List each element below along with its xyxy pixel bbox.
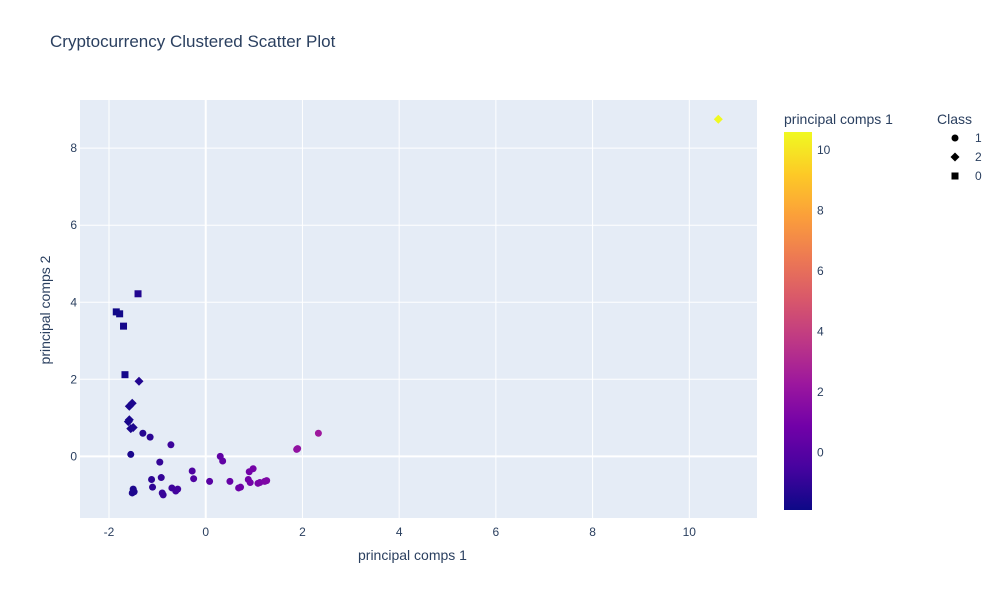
legend-marker [951, 134, 959, 142]
colorbar-title: principal comps 1 [784, 111, 893, 127]
colorbar-tick-label: 8 [817, 204, 824, 218]
data-point [219, 457, 227, 465]
colorbar-tick-label: 10 [817, 143, 831, 157]
data-point [263, 477, 271, 485]
x-axis-title: principal comps 1 [358, 547, 467, 563]
data-point [127, 450, 135, 458]
legend-entry-label[interactable]: 2 [975, 150, 982, 164]
legend-marker [951, 172, 959, 180]
data-point [121, 371, 129, 379]
legend-title: Class [937, 111, 973, 127]
data-point [246, 479, 254, 487]
data-point [149, 483, 157, 491]
data-point [237, 483, 245, 491]
data-point [190, 475, 198, 483]
data-point [167, 441, 175, 449]
y-tick-label: 8 [70, 141, 77, 155]
x-tick-label: 4 [396, 525, 403, 539]
data-point [294, 445, 302, 453]
data-point [139, 429, 147, 437]
data-point [249, 465, 257, 473]
legend-marker [950, 152, 960, 162]
data-point [134, 376, 144, 386]
data-point [128, 422, 138, 432]
data-point [159, 491, 167, 499]
data-point [206, 477, 214, 485]
data-point [713, 114, 723, 124]
y-tick-label: 2 [70, 372, 77, 386]
colorbar-tick-label: 4 [817, 325, 824, 339]
x-tick-label: 8 [589, 525, 596, 539]
colorbar-tick-label: 6 [817, 264, 824, 278]
colorbar [784, 132, 812, 510]
colorbar-tick-label: 0 [817, 446, 824, 460]
data-point [127, 398, 137, 408]
x-tick-label: 10 [683, 525, 697, 539]
x-tick-label: -2 [104, 525, 115, 539]
y-axis-title: principal comps 2 [37, 255, 53, 365]
data-point [134, 290, 142, 298]
data-point [157, 474, 165, 482]
x-tick-label: 2 [299, 525, 306, 539]
x-tick-label: 0 [202, 525, 209, 539]
chart-title: Cryptocurrency Clustered Scatter Plot [50, 32, 336, 51]
data-point [116, 310, 124, 318]
y-tick-label: 0 [70, 449, 77, 463]
data-point [226, 477, 234, 485]
data-point [174, 485, 182, 493]
legend-entry-label[interactable]: 0 [975, 169, 982, 183]
x-tick-label: 6 [493, 525, 500, 539]
plot-area [80, 100, 757, 518]
data-point [314, 429, 322, 437]
data-point [156, 458, 164, 466]
data-point [124, 415, 134, 425]
data-point [130, 488, 138, 496]
legend-entry-label[interactable]: 1 [975, 131, 982, 145]
data-point [120, 322, 128, 330]
data-point [188, 467, 196, 475]
data-point [148, 475, 156, 483]
y-tick-label: 6 [70, 218, 77, 232]
colorbar-tick-label: 2 [817, 385, 824, 399]
y-tick-label: 4 [70, 295, 77, 309]
data-point [146, 433, 154, 441]
